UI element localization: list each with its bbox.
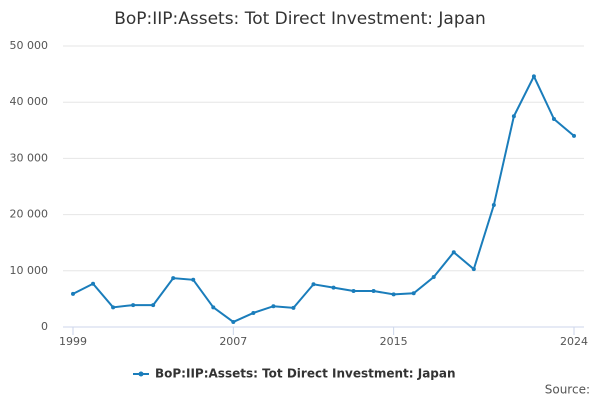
point [311,282,316,287]
point [431,274,436,279]
x-tick-label: 1999 [59,335,87,348]
point [111,305,116,310]
point [572,133,576,138]
point [491,203,496,208]
x-tick-label: 2007 [219,335,247,348]
y-tick-label: 40 000 [10,95,49,108]
point [291,305,296,310]
point [231,319,236,324]
point [71,291,75,296]
point [191,277,196,282]
point [331,285,336,290]
point [511,114,516,119]
chart-title: BoP:IIP:Assets: Tot Direct Investment: J… [114,9,486,29]
point [371,289,376,294]
point [551,117,556,122]
point [251,310,256,315]
point [351,289,356,294]
point [471,267,476,272]
point [411,291,416,296]
y-tick-label: 50 000 [10,39,49,52]
y-tick-label: 10 000 [10,264,49,277]
point [171,276,176,281]
y-tick-label: 20 000 [10,208,49,221]
x-tick-label: 2024 [560,335,588,348]
y-tick-label: 30 000 [10,151,49,164]
point [391,292,396,297]
point [451,250,456,255]
point [271,304,276,309]
source: Source: [545,383,590,397]
point [91,281,96,286]
point [531,74,536,79]
point [151,303,156,308]
line [72,74,575,324]
point [131,303,136,308]
legend-marker [138,371,144,377]
y-tick-label: 0 [41,320,48,333]
x-tick-label: 2015 [380,335,408,348]
point [211,305,216,310]
legend-label: BoP:IIP:Assets: Tot Direct Investment: J… [155,367,456,381]
